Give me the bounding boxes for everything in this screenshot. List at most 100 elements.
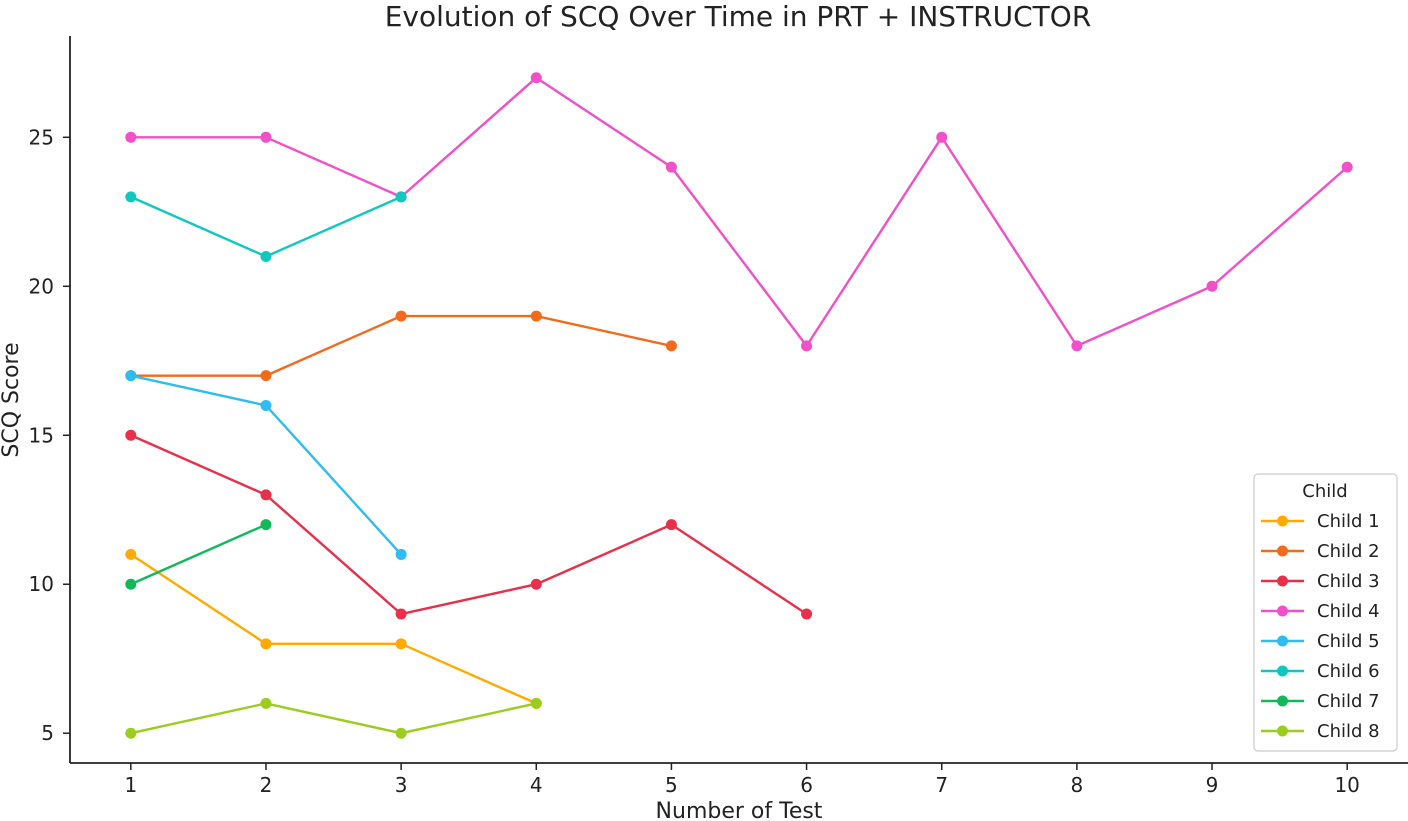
y-tick-label: 15 <box>29 423 54 447</box>
series-1 <box>125 548 542 709</box>
data-point <box>260 250 272 262</box>
data-point <box>125 548 137 560</box>
data-point <box>801 340 813 352</box>
data-point <box>260 697 272 709</box>
series-7 <box>125 519 272 590</box>
series-5 <box>125 370 407 560</box>
data-point <box>1071 340 1083 352</box>
legend-label: Child 6 <box>1317 661 1380 682</box>
legend-label: Child 7 <box>1317 691 1380 712</box>
y-tick-label: 20 <box>29 274 54 298</box>
legend-marker <box>1277 725 1288 737</box>
data-point <box>665 340 677 352</box>
legend-marker <box>1277 695 1288 707</box>
data-point <box>1341 161 1353 173</box>
series-line <box>129 523 268 586</box>
data-point <box>395 191 407 203</box>
data-point <box>125 370 137 382</box>
data-point <box>395 310 407 322</box>
legend-marker <box>1277 515 1288 527</box>
legend-item: Child 8 <box>1261 721 1380 742</box>
data-point <box>260 399 272 411</box>
data-point <box>125 578 137 590</box>
series-line <box>129 434 808 616</box>
x-tick-label: 3 <box>395 773 408 797</box>
legend-item: Child 6 <box>1261 661 1380 682</box>
series-6 <box>125 191 407 262</box>
series-8 <box>125 697 542 739</box>
series-line <box>129 553 538 705</box>
legend-marker <box>1277 635 1288 647</box>
data-point <box>260 638 272 650</box>
x-tick-label: 8 <box>1071 773 1084 797</box>
data-point <box>936 131 948 143</box>
data-point <box>395 727 407 739</box>
data-point <box>665 161 677 173</box>
data-point <box>530 310 542 322</box>
x-tick-label: 7 <box>935 773 948 797</box>
legend-label: Child 2 <box>1317 541 1380 562</box>
legend-label: Child 1 <box>1317 511 1380 532</box>
y-tick-label: 10 <box>29 572 54 596</box>
legend-item: Child 7 <box>1261 691 1380 712</box>
data-point <box>530 578 542 590</box>
series-line <box>129 76 1349 348</box>
data-point <box>1206 280 1218 292</box>
x-tick-label: 9 <box>1206 773 1219 797</box>
data-point <box>125 191 137 203</box>
plot-area: 5 10 15 20 25 1 2 3 4 5 6 7 8 9 10 <box>29 36 1408 797</box>
x-tick-label: 5 <box>665 773 678 797</box>
data-point <box>530 72 542 84</box>
legend-item: Child 5 <box>1261 631 1380 652</box>
legend-item: Child 1 <box>1261 511 1380 532</box>
x-tick-label: 10 <box>1334 773 1359 797</box>
data-point <box>260 519 272 531</box>
legend-marker <box>1277 605 1288 617</box>
legend-box <box>1253 473 1398 752</box>
series-line <box>129 702 538 735</box>
legend-item: Child 3 <box>1261 571 1380 592</box>
series-line <box>129 195 403 258</box>
x-tick-label: 6 <box>800 773 813 797</box>
x-tick-label: 1 <box>124 773 137 797</box>
legend-label: Child 5 <box>1317 631 1380 652</box>
y-tick-label: 25 <box>29 125 54 149</box>
data-point <box>395 638 407 650</box>
series-2 <box>125 310 677 382</box>
y-axis-label: SCQ Score <box>0 342 24 457</box>
data-point <box>801 608 813 620</box>
series-4 <box>125 72 1353 352</box>
data-point <box>260 370 272 382</box>
legend-label: Child 8 <box>1317 721 1380 742</box>
data-point <box>125 131 137 143</box>
x-tick-label: 4 <box>530 773 543 797</box>
legend-label: Child 4 <box>1317 601 1380 622</box>
series-line <box>129 314 673 377</box>
legend-item: Child 2 <box>1261 541 1380 562</box>
legend-marker <box>1277 575 1288 587</box>
data-point <box>125 429 137 441</box>
y-tick-label: 5 <box>41 721 54 745</box>
x-ticks: 1 2 3 4 5 6 7 8 9 10 <box>124 763 1360 797</box>
legend-label: Child 3 <box>1317 571 1380 592</box>
data-point <box>260 131 272 143</box>
x-axis-label: Number of Test <box>656 799 823 821</box>
data-point <box>125 727 137 739</box>
legend-marker <box>1277 545 1288 557</box>
legend-item: Child 4 <box>1261 601 1380 622</box>
data-point <box>395 608 407 620</box>
data-point <box>530 697 542 709</box>
data-point <box>665 519 677 531</box>
y-ticks: 5 10 15 20 25 <box>29 125 70 745</box>
data-point <box>260 489 272 501</box>
chart-title: Evolution of SCQ Over Time in PRT + INST… <box>385 0 1092 33</box>
x-tick-label: 2 <box>260 773 273 797</box>
series-layer <box>125 72 1353 739</box>
series-3 <box>125 429 813 620</box>
legend-items: Child 1 Child 2 Child 3 Child 4 Child 5 Child… <box>1261 511 1380 742</box>
data-point <box>395 548 407 560</box>
legend-title: Child <box>1302 481 1347 502</box>
legend-marker <box>1277 665 1288 677</box>
